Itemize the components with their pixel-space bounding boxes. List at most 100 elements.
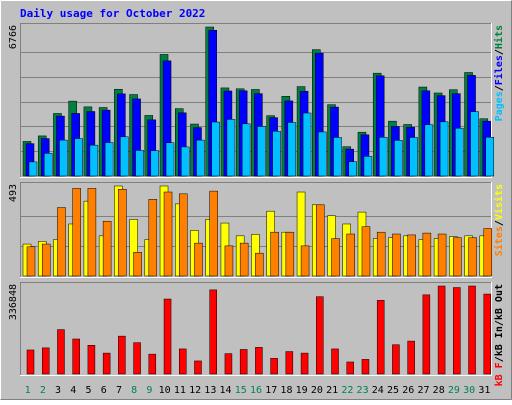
bar-sites-day-22 — [346, 233, 355, 277]
bar-pages-day-28 — [439, 121, 449, 177]
bar-pages-day-31 — [485, 136, 495, 177]
bar-kb-f-day-3 — [57, 329, 65, 375]
panel-visits-sites-ymax-label: 493 — [8, 184, 19, 202]
bar-sites-day-16 — [255, 252, 264, 277]
legend-entry-visits: Visits — [493, 184, 505, 220]
bar-kb-f-day-27 — [422, 294, 431, 375]
bar-pages-day-13 — [211, 121, 220, 177]
bar-sites-day-7 — [118, 189, 127, 277]
bar-kb-f-day-21 — [331, 348, 339, 375]
legend-separator: / — [494, 220, 505, 226]
bar-pages-day-3 — [59, 139, 68, 177]
bar-sites-day-13 — [209, 190, 218, 277]
bar-kb-f-day-11 — [179, 348, 187, 375]
bar-kb-f-day-25 — [392, 344, 400, 375]
panel-hits-files-pages-ymax-label: 6766 — [8, 25, 19, 49]
bar-kb-f-day-6 — [102, 352, 111, 375]
bar-kb-f-day-15 — [239, 349, 248, 375]
bar-pages-day-5 — [89, 144, 99, 177]
x-tick-label: 15 — [235, 385, 247, 396]
legend-entry-hits: Hits — [493, 25, 505, 49]
bar-kb-f-day-12 — [194, 360, 202, 375]
x-tick-label: 11 — [174, 385, 186, 396]
bar-sites-day-21 — [331, 238, 340, 277]
bar-pages-day-30 — [470, 111, 479, 177]
bar-sites-day-14 — [224, 245, 234, 277]
bar-pages-day-1 — [28, 161, 38, 177]
legend-separator: / — [494, 356, 505, 362]
panel-visits-sites-side-legend: Sites/Visits — [493, 184, 505, 256]
bar-sites-day-31 — [483, 228, 493, 277]
bar-sites-day-29 — [453, 237, 462, 277]
bar-pages-day-23 — [363, 156, 373, 177]
x-tick-label: 14 — [220, 385, 232, 396]
bar-sites-day-6 — [102, 220, 112, 277]
bar-pages-day-20 — [318, 131, 327, 177]
bar-kb-f-day-24 — [376, 300, 385, 375]
bar-pages-day-21 — [333, 137, 342, 177]
bar-sites-day-26 — [407, 234, 416, 277]
bar-kb-f-day-31 — [483, 293, 492, 375]
bar-kb-f-day-9 — [148, 353, 157, 375]
bar-kb-f-day-2 — [41, 347, 50, 375]
x-tick-label: 18 — [280, 385, 292, 396]
x-tick-label: 25 — [387, 385, 399, 396]
bar-pages-day-17 — [272, 131, 281, 177]
x-tick-label: 29 — [448, 385, 460, 396]
bar-pages-day-7 — [120, 136, 129, 177]
bar-sites-day-18 — [285, 231, 295, 277]
bar-sites-day-23 — [361, 226, 371, 277]
bar-sites-day-2 — [41, 243, 51, 277]
bar-sites-day-1 — [26, 246, 36, 277]
bar-kb-f-day-18 — [285, 351, 294, 375]
x-tick-label: 23 — [357, 385, 369, 396]
bar-kb-f-day-26 — [407, 340, 415, 375]
legend-separator: / — [494, 320, 505, 326]
x-tick-label: 21 — [326, 385, 338, 396]
bar-pages-day-19 — [302, 112, 312, 177]
bar-kb-f-day-29 — [453, 287, 461, 375]
bar-kb-f-day-13 — [209, 289, 217, 375]
x-tick-label: 10 — [159, 385, 171, 396]
legend-separator: / — [494, 85, 505, 91]
x-tick-label: 28 — [433, 385, 445, 396]
bar-kb-f-day-16 — [255, 347, 263, 375]
bar-pages-day-11 — [181, 146, 190, 177]
bar-pages-day-10 — [165, 142, 175, 177]
panel-hits-files-pages-side-legend: Pages/Files/Hits — [493, 25, 505, 121]
x-tick-label: 19 — [296, 385, 308, 396]
bar-kb-f-day-17 — [270, 358, 278, 375]
bar-kb-f-day-20 — [316, 296, 324, 375]
legend-separator: / — [494, 49, 505, 55]
bar-sites-day-5 — [87, 188, 97, 277]
bar-pages-day-26 — [409, 137, 418, 177]
bar-sites-day-11 — [179, 193, 188, 277]
bar-kb-f-day-28 — [437, 285, 446, 375]
bar-sites-day-3 — [57, 207, 66, 277]
bar-sites-day-12 — [194, 242, 203, 277]
legend-entry-files: Files — [493, 55, 505, 85]
x-tick-label: 16 — [250, 385, 262, 396]
bar-sites-day-28 — [437, 233, 447, 277]
bar-kb-f-day-5 — [87, 345, 96, 375]
bar-pages-day-18 — [287, 122, 297, 177]
bar-sites-day-24 — [376, 231, 386, 277]
bar-pages-day-24 — [378, 136, 388, 177]
legend-entry-pages: Pages — [494, 91, 505, 121]
bar-pages-day-6 — [104, 142, 114, 177]
x-tick-label: 22 — [341, 385, 353, 396]
x-tick-label: 12 — [189, 385, 201, 396]
legend-entry-sites: Sites — [493, 226, 505, 256]
bar-pages-day-14 — [226, 119, 236, 177]
x-tick-label: 20 — [311, 385, 323, 396]
bar-kb-f-day-30 — [468, 285, 476, 375]
bar-pages-day-12 — [196, 139, 205, 177]
x-tick-label: 30 — [463, 385, 475, 396]
x-tick-label: 5 — [86, 385, 92, 396]
bar-pages-day-15 — [241, 123, 251, 177]
bar-pages-day-9 — [150, 150, 160, 177]
bar-kb-f-day-10 — [163, 298, 172, 375]
bar-kb-f-day-19 — [300, 352, 309, 375]
